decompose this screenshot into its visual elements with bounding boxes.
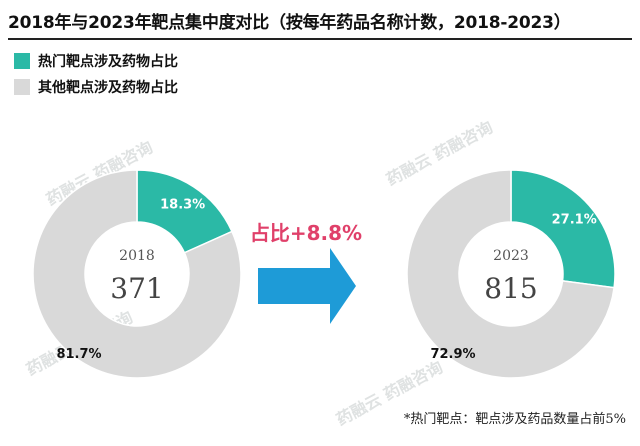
legend-label-hot: 热门靶点涉及药物占比 xyxy=(38,54,178,70)
donut-slice-hot xyxy=(136,169,233,254)
arrow-label: 占比+8.8% xyxy=(250,221,362,245)
chart-title: 2018年与2023年靶点集中度对比（按每年药品名称计数，2018-2023） xyxy=(8,13,571,33)
title-divider xyxy=(8,38,632,40)
donut-chart-2018: 18.3% 81.7% 2018 371 xyxy=(32,169,242,379)
donut-slice-other xyxy=(32,169,242,379)
center-total-label: 371 xyxy=(110,272,163,305)
legend: 热门靶点涉及药物占比 其他靶点涉及药物占比 xyxy=(14,50,178,102)
slice-label-hot: 27.1% xyxy=(552,213,597,228)
slice-label-hot: 18.3% xyxy=(160,198,205,213)
legend-item-other: 其他靶点涉及药物占比 xyxy=(14,76,178,98)
donut-slice-other xyxy=(406,169,615,379)
slice-label-other: 81.7% xyxy=(56,347,101,362)
increase-arrow: 占比+8.8% xyxy=(250,221,362,324)
donut-chart-2023: 27.1% 72.9% 2023 815 xyxy=(406,169,616,379)
footnote: *热门靶点：靶点涉及药品数量占前5% xyxy=(403,412,626,427)
center-year-label: 2018 xyxy=(119,248,155,264)
center-year-label: 2023 xyxy=(493,248,529,264)
legend-label-other: 其他靶点涉及药物占比 xyxy=(38,80,178,96)
center-total-label: 815 xyxy=(484,272,537,305)
donut-slice-hot xyxy=(510,169,616,289)
legend-swatch-other xyxy=(14,79,30,95)
slice-label-other: 72.9% xyxy=(430,347,475,362)
arrow-shape xyxy=(258,248,356,324)
legend-item-hot: 热门靶点涉及药物占比 xyxy=(14,50,178,72)
legend-swatch-hot xyxy=(14,53,30,69)
